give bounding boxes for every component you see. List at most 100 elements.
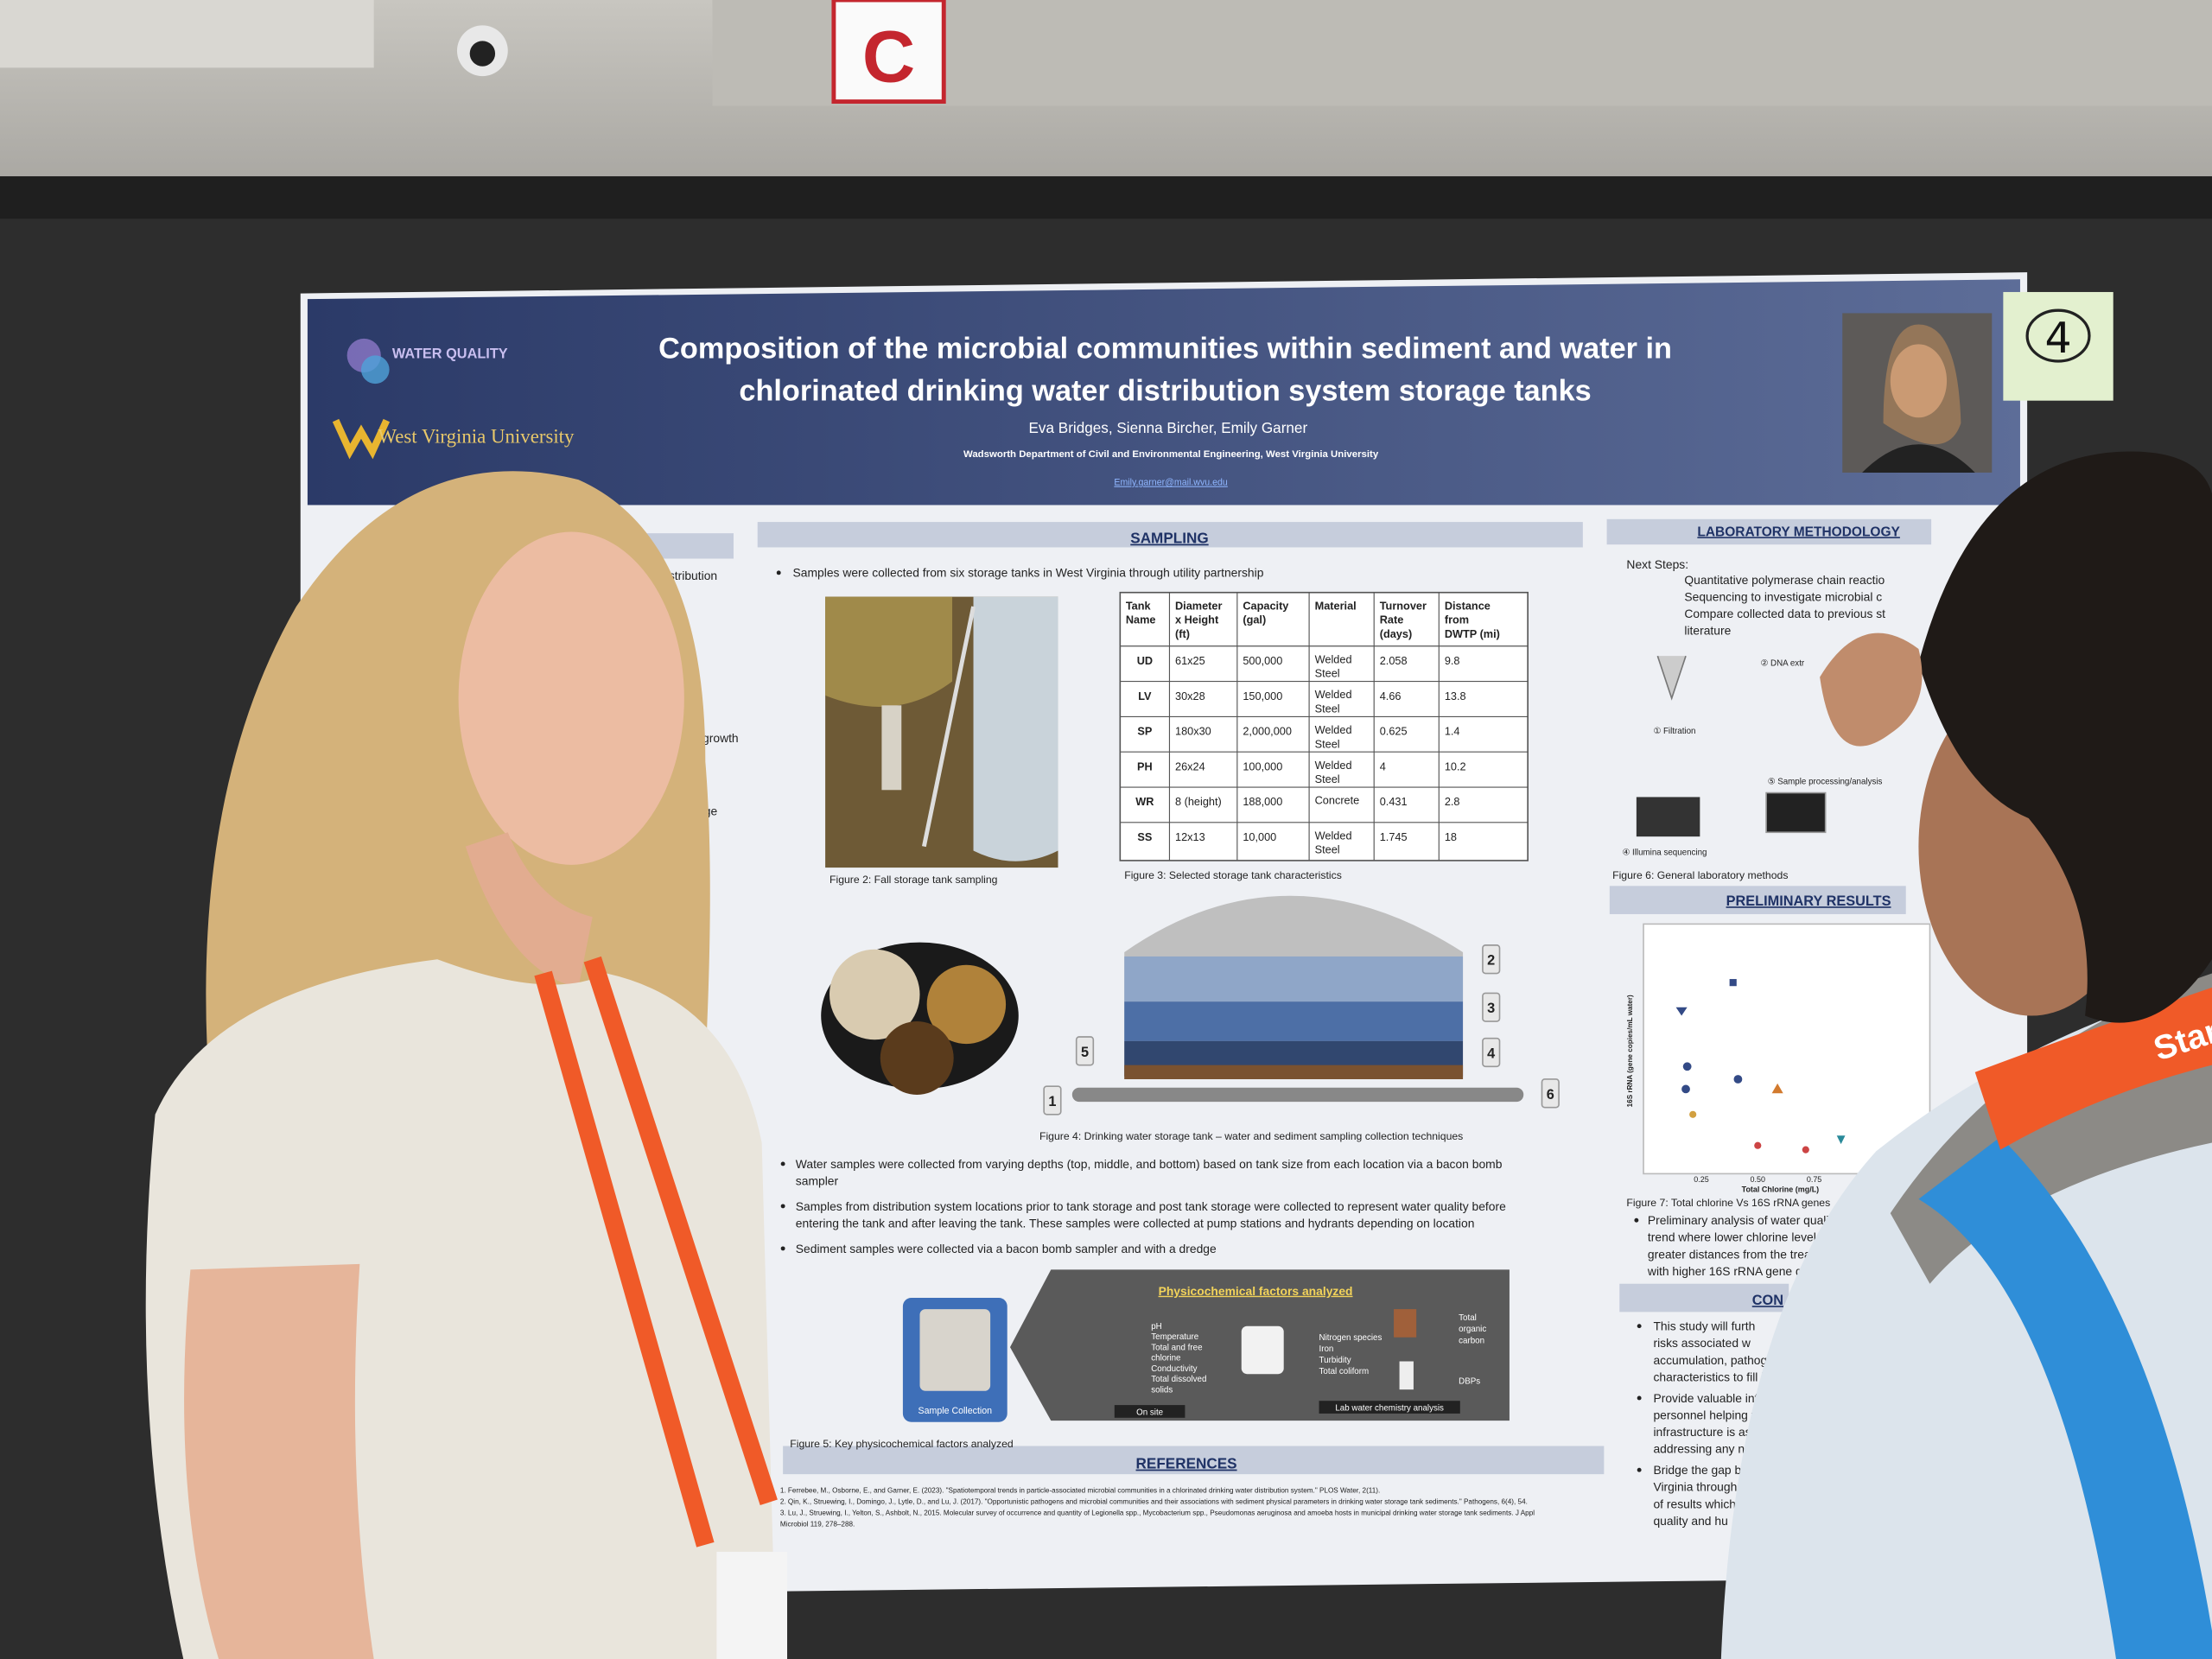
reference: Microbiol 119, 278–288.: [780, 1521, 855, 1529]
camera-lens: [469, 41, 496, 67]
bullet-text: This study will furth: [1653, 1319, 1755, 1333]
section-bar: [1609, 886, 1906, 914]
point: [1771, 1083, 1783, 1094]
bottle: [1394, 1309, 1417, 1338]
table-cell: Steel: [1315, 772, 1340, 785]
lanyard: [534, 970, 715, 1548]
bullet-text: Sediment samples were collected via a ba…: [796, 1242, 1217, 1255]
table-header: Tank: [1126, 599, 1152, 612]
point: [1689, 1110, 1697, 1118]
point: [1754, 1141, 1762, 1149]
bullet: [1637, 1467, 1642, 1472]
raised-hand: [1820, 632, 1923, 747]
table-header: (gal): [1243, 613, 1266, 626]
bullet: [780, 1246, 785, 1251]
bullet: [1637, 1395, 1642, 1401]
table-cell: 13.8: [1445, 690, 1466, 702]
table-cell: 9.8: [1445, 654, 1460, 667]
bucket: [919, 1309, 991, 1391]
label-box: [1482, 992, 1501, 1022]
section-bar: [757, 522, 1583, 548]
bullet-text: personnel helping to: [1653, 1408, 1761, 1421]
lanyard: [583, 956, 778, 1506]
point: [1681, 1084, 1690, 1094]
neck: [465, 832, 593, 988]
table-grid: [1119, 591, 1529, 861]
intro-fragment: stribution: [669, 569, 717, 582]
figure-label: ① Filtration: [1653, 727, 1695, 736]
figure-label: Conductivity: [1151, 1364, 1197, 1374]
figure-label: Total: [1459, 1313, 1477, 1323]
bullet-text: addressing any nee: [1653, 1442, 1758, 1456]
scatter-plot: [1643, 923, 1931, 1175]
bullet-text: Quantitative polymerase chain reactio: [1684, 573, 1885, 587]
table-cell: 0.431: [1380, 795, 1408, 808]
figure-label: carbon: [1459, 1336, 1484, 1345]
table-cell: PH: [1137, 760, 1153, 772]
vial: [1399, 1361, 1414, 1390]
x-tick-label: 0.25: [1694, 1175, 1708, 1184]
wall-panel: [712, 0, 2212, 106]
sequencer: [1636, 797, 1700, 837]
section-heading: SAMPLING: [1130, 530, 1208, 547]
water-top: [1124, 956, 1464, 1002]
logo-text: West Virginia University: [378, 426, 575, 448]
poster-title: chlorinated drinking water distribution …: [739, 375, 1591, 408]
hair: [1918, 451, 2212, 1023]
ladder: [921, 606, 976, 848]
bullet-text: Provide valuable info: [1653, 1391, 1764, 1405]
poster-header: [307, 279, 2020, 505]
board-frame: [0, 176, 2212, 219]
figure-label: ⑤ Sample processing/analysis: [1768, 778, 1883, 787]
table-cell: 150,000: [1243, 690, 1282, 702]
figure-label: ② DNA extr: [1761, 659, 1805, 669]
table-header: Rate: [1380, 613, 1404, 626]
bullet-text: Samples were collected from six storage …: [793, 566, 1264, 580]
poster-text: WATER QUALITY West Virginia University Com…: [378, 333, 1901, 1529]
sediment: [830, 949, 920, 1040]
x-tick-label: 0.75: [1807, 1175, 1821, 1184]
figure-label: DBPs: [1459, 1377, 1480, 1387]
note-circle: [2025, 308, 2091, 363]
table-cell: 100,000: [1243, 760, 1282, 772]
table-header: x Height: [1175, 613, 1219, 626]
reference: 1. Ferrebee, M., Osborne, E., and Garner…: [780, 1486, 1380, 1494]
woman: [145, 471, 788, 1659]
table-cell: 180x30: [1175, 725, 1211, 738]
label-box: [1541, 1078, 1560, 1109]
label-box: [1075, 1036, 1095, 1066]
bullet: [780, 1204, 785, 1209]
label-bar: [1319, 1401, 1460, 1414]
caption: Figure 4: Drinking water storage tank – …: [1039, 1130, 1463, 1142]
table-cell: 4: [1380, 760, 1386, 772]
figure-label: Total and free: [1151, 1343, 1202, 1352]
figure-label: Iron: [1319, 1344, 1334, 1354]
table-cell: Welded: [1315, 723, 1352, 736]
figure-label: 1: [1048, 1094, 1056, 1109]
table-cell: 30x28: [1175, 690, 1205, 702]
sediment: [880, 1021, 954, 1095]
table-cell: 2.058: [1380, 654, 1408, 667]
figure-label: On site: [1136, 1408, 1163, 1418]
point: [1802, 1146, 1809, 1154]
table-cell: 0.625: [1380, 725, 1408, 738]
intro-fragment: growth: [702, 731, 739, 745]
booth-sign: [831, 0, 946, 104]
foliage: [825, 596, 953, 707]
logo-mark: [360, 355, 390, 385]
bullet-text: literature: [1684, 624, 1731, 638]
table-cell: Steel: [1315, 702, 1340, 715]
section-heading: REFERENCES: [1136, 1455, 1237, 1472]
bullet-text: entering the tank and after leaving the …: [796, 1216, 1475, 1230]
figure-label: Total coliform: [1319, 1367, 1370, 1376]
table-cell: Welded: [1315, 829, 1352, 842]
label-box: [1482, 944, 1501, 975]
bullet-text: Sequencing to investigate microbial c: [1684, 590, 1882, 604]
table-cell: 1.4: [1445, 725, 1460, 738]
table-cell: LV: [1138, 690, 1152, 702]
figure-label: Turbidity: [1319, 1356, 1351, 1365]
point: [1733, 1075, 1743, 1084]
bullet-text: sampler: [796, 1173, 839, 1187]
table-cell: SS: [1137, 830, 1152, 843]
figure-label: 6: [1547, 1087, 1554, 1103]
